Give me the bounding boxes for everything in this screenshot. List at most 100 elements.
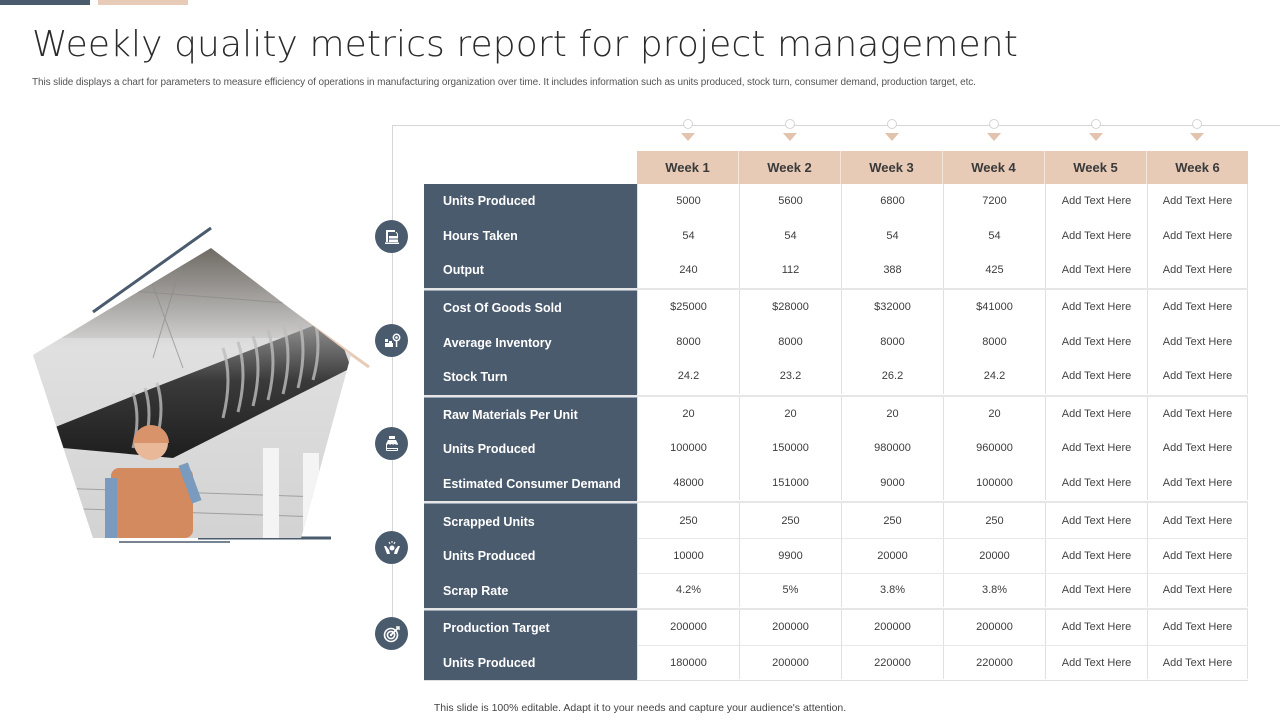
row-label: Units Produced <box>443 194 536 209</box>
week-header-1: Week 1 <box>637 151 739 184</box>
row-label: Output <box>443 263 484 278</box>
cell-placeholder[interactable]: Add Text Here <box>1045 572 1147 608</box>
raw-material-bottle-icon <box>375 427 408 460</box>
cell-placeholder[interactable]: Add Text Here <box>1045 465 1147 501</box>
table-row: 250 250 250 250 Add Text Here Add Text H… <box>637 503 1248 538</box>
timeline-horizontal-line <box>392 125 1280 126</box>
cell: 10000 <box>637 537 739 573</box>
cell-placeholder[interactable]: Add Text Here <box>1147 572 1248 608</box>
metric-group-target: Production Target Units Produced 200000 … <box>424 610 1248 682</box>
top-accent-bar-dark <box>0 0 90 5</box>
cell: 8000 <box>943 324 1045 359</box>
metrics-table: Units Produced Hours Taken Output 5000 5… <box>424 184 1248 682</box>
week-2-marker <box>782 119 798 143</box>
cell-placeholder[interactable]: Add Text Here <box>1147 610 1248 645</box>
cell: 24.2 <box>943 358 1045 394</box>
cell: 980000 <box>841 431 943 466</box>
table-row: 200000 200000 200000 200000 Add Text Her… <box>637 610 1248 645</box>
cell: 3.8% <box>943 572 1045 608</box>
cell: 20 <box>637 396 739 432</box>
cell-placeholder[interactable]: Add Text Here <box>1045 324 1147 359</box>
cell-placeholder[interactable]: Add Text Here <box>1147 644 1248 680</box>
cell: 20 <box>841 396 943 432</box>
cell-placeholder[interactable]: Add Text Here <box>1147 465 1248 501</box>
cell: 200000 <box>739 610 841 645</box>
cell-placeholder[interactable]: Add Text Here <box>1045 289 1147 325</box>
cell-placeholder[interactable]: Add Text Here <box>1045 218 1147 254</box>
cell-placeholder[interactable]: Add Text Here <box>1147 184 1248 219</box>
cell-placeholder[interactable]: Add Text Here <box>1147 503 1248 538</box>
cell: 100000 <box>637 431 739 466</box>
cell-placeholder[interactable]: Add Text Here <box>1045 503 1147 538</box>
cell-placeholder[interactable]: Add Text Here <box>1147 253 1248 288</box>
cell: 8000 <box>637 324 739 359</box>
cell-placeholder[interactable]: Add Text Here <box>1045 537 1147 573</box>
target-icon <box>375 617 408 650</box>
cell: $28000 <box>739 289 841 325</box>
cell: 200000 <box>739 644 841 680</box>
cell: 5% <box>739 572 841 608</box>
factory-worker-photo <box>33 248 351 538</box>
page-subtitle: This slide displays a chart for paramete… <box>32 77 976 88</box>
week-3-marker <box>884 119 900 143</box>
cell-placeholder[interactable]: Add Text Here <box>1147 396 1248 432</box>
cell: 180000 <box>637 644 739 680</box>
row-label: Scrap Rate <box>443 583 509 598</box>
cell: 20000 <box>943 537 1045 573</box>
cell-placeholder[interactable]: Add Text Here <box>1147 537 1248 573</box>
cell: 3.8% <box>841 572 943 608</box>
cell: 220000 <box>841 644 943 680</box>
cell: 54 <box>637 218 739 254</box>
cell: 200000 <box>943 610 1045 645</box>
week-header-6: Week 6 <box>1147 151 1248 184</box>
hands-holding-icon <box>375 531 408 564</box>
row-label: Hours Taken <box>443 228 518 243</box>
cell: 200000 <box>637 610 739 645</box>
table-row: 100000 150000 980000 960000 Add Text Her… <box>637 431 1248 466</box>
cell-placeholder[interactable]: Add Text Here <box>1045 253 1147 288</box>
cell-placeholder[interactable]: Add Text Here <box>1147 218 1248 254</box>
cell: 9900 <box>739 537 841 573</box>
row-label: Stock Turn <box>443 370 508 385</box>
cell-placeholder[interactable]: Add Text Here <box>1045 644 1147 680</box>
factory-bricks-icon <box>375 220 408 253</box>
cell: 250 <box>739 503 841 538</box>
footer-text: This slide is 100% editable. Adapt it to… <box>433 702 847 714</box>
cell: 250 <box>943 503 1045 538</box>
row-label: Average Inventory <box>443 335 552 350</box>
cell: 8000 <box>739 324 841 359</box>
cell-placeholder[interactable]: Add Text Here <box>1045 184 1147 219</box>
table-row: $25000 $28000 $32000 $41000 Add Text Her… <box>637 289 1248 325</box>
cell-placeholder[interactable]: Add Text Here <box>1045 396 1147 432</box>
row-label: Units Produced <box>443 549 536 564</box>
cell-placeholder[interactable]: Add Text Here <box>1147 289 1248 325</box>
cell: 26.2 <box>841 358 943 394</box>
week-header-row: Week 1 Week 2 Week 3 Week 4 Week 5 Week … <box>637 151 1248 184</box>
week-header-2: Week 2 <box>739 151 841 184</box>
cell: 240 <box>637 253 739 288</box>
table-row: 54 54 54 54 Add Text Here Add Text Here <box>637 218 1248 254</box>
cell: 4.2% <box>637 572 739 608</box>
week-header-4: Week 4 <box>943 151 1045 184</box>
cell-placeholder[interactable]: Add Text Here <box>1147 431 1248 466</box>
metric-group-raw-materials: Raw Materials Per Unit Units Produced Es… <box>424 396 1248 504</box>
week-5-marker <box>1088 119 1104 143</box>
top-accent-bar-beige <box>98 0 188 5</box>
table-row: 4.2% 5% 3.8% 3.8% Add Text Here Add Text… <box>637 572 1248 608</box>
cell-placeholder[interactable]: Add Text Here <box>1045 358 1147 394</box>
page-title: Weekly quality metrics report for projec… <box>32 24 1018 65</box>
table-row: 5000 5600 6800 7200 Add Text Here Add Te… <box>637 184 1248 219</box>
cell-placeholder[interactable]: Add Text Here <box>1045 431 1147 466</box>
row-label: Scrapped Units <box>443 514 535 529</box>
cell: 250 <box>637 503 739 538</box>
cell-placeholder[interactable]: Add Text Here <box>1147 358 1248 394</box>
cell-placeholder[interactable]: Add Text Here <box>1147 324 1248 359</box>
cell-placeholder[interactable]: Add Text Here <box>1045 610 1147 645</box>
cell: 220000 <box>943 644 1045 680</box>
cell: 7200 <box>943 184 1045 219</box>
table-row: 180000 200000 220000 220000 Add Text Her… <box>637 644 1248 680</box>
table-row: 8000 8000 8000 8000 Add Text Here Add Te… <box>637 324 1248 359</box>
cell: 54 <box>739 218 841 254</box>
week-6-marker <box>1189 119 1205 143</box>
cell: 54 <box>841 218 943 254</box>
